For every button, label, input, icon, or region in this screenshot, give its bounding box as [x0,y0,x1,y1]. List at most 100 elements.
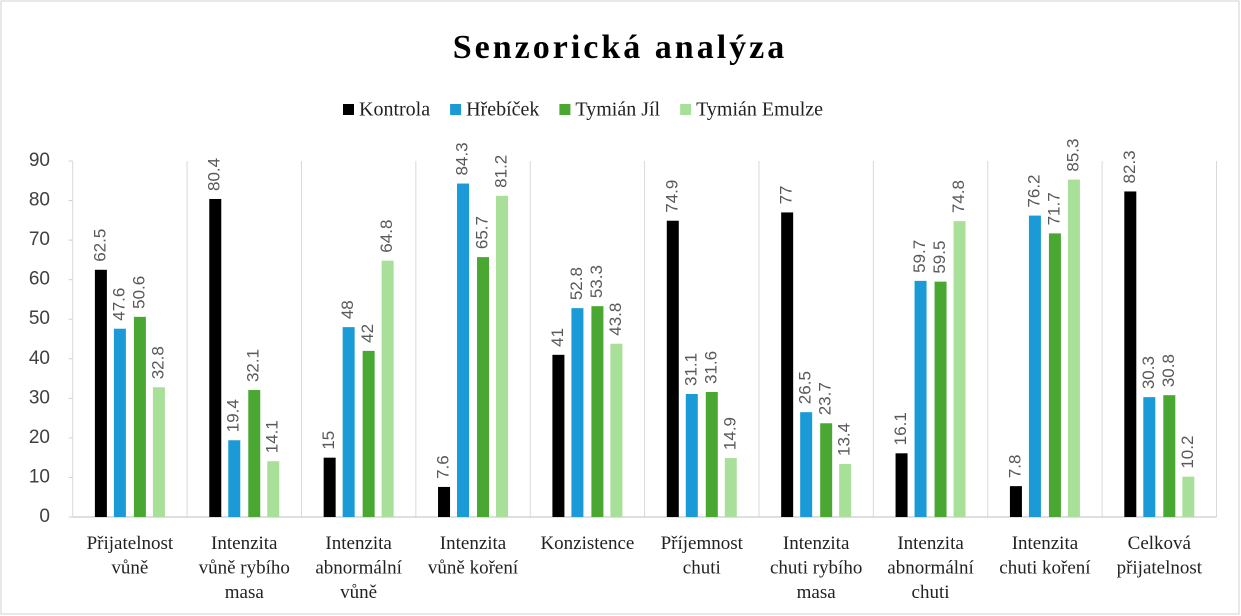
y-tick-label: 80 [29,190,50,211]
value-label: 31.6 [701,351,720,384]
value-label: 16.1 [891,412,910,445]
value-label: 14.9 [720,417,739,450]
value-label: 19.4 [224,399,243,432]
bar [591,306,604,517]
x-tick-label: Intenzita vůně rybího masa [199,533,290,603]
x-tick-label: Příjemnost chuti [661,533,744,579]
y-tick-label: 0 [39,506,50,527]
legend-label: Kontrola [359,99,430,121]
bar [248,390,261,517]
legend-label: Tymián Emulze [696,99,823,121]
bar [552,354,565,517]
bar [496,195,509,517]
value-label: 80.4 [205,158,224,191]
value-label: 65.7 [473,216,492,249]
bar [685,393,698,517]
y-tick-label: 60 [29,269,50,290]
value-label: 14.1 [263,420,282,453]
value-label: 7.6 [434,455,453,479]
legend-swatch [559,104,571,115]
bar [381,260,394,517]
value-label: 52.8 [567,267,586,300]
bar [839,463,852,517]
legend-label: Tymián Jíl [575,99,660,121]
value-label: 77 [777,186,796,205]
y-tick-label: 20 [29,427,50,448]
bar [914,280,927,517]
bar [895,453,908,517]
y-tick-label: 70 [29,229,50,250]
x-tick-label: Intenzita vůně koření [428,533,519,579]
value-label: 42 [358,324,377,343]
x-tick-label: Konzistence [540,533,634,554]
value-label: 43.8 [606,303,625,336]
x-tick-label: Celková přijatelnost [1117,533,1203,579]
value-label: 71.7 [1044,192,1063,225]
bar [781,212,794,517]
value-label: 81.2 [492,155,511,188]
y-tick-label: 40 [29,348,50,369]
bar [209,198,222,517]
legend-swatch [680,104,692,115]
legend-swatch [450,104,462,115]
x-tick-label: Intenzita chuti koření [999,533,1091,579]
value-label: 59.7 [910,240,929,273]
bar [934,281,947,517]
legend-label: Hřebíček [466,99,539,121]
value-label: 62.5 [90,229,109,262]
x-tick-label: Intenzita chuti rybího masa [770,533,862,603]
value-label: 74.8 [949,180,968,213]
x-tick-label: Přijatelnost vůně [87,533,174,579]
value-label: 59.5 [930,241,949,274]
value-label: 13.4 [835,423,854,456]
value-label: 30.8 [1159,354,1178,387]
value-label: 74.9 [662,180,681,213]
value-label: 10.2 [1178,436,1197,469]
value-label: 50.6 [129,276,148,309]
y-tick-label: 90 [29,150,50,171]
bar [1182,476,1195,517]
bar [362,350,375,517]
x-tick-label: Intenzita abnormální vůně [315,533,402,603]
bar [1163,395,1176,517]
bar [457,183,470,517]
value-label: 47.6 [109,288,128,321]
bar [323,457,336,517]
value-label: 76.2 [1024,174,1043,207]
bar [705,392,718,517]
bar [1067,179,1080,517]
bar [133,316,146,517]
bar [610,343,623,517]
bar [724,458,737,517]
value-label: 26.5 [796,371,815,404]
bar [1143,397,1156,517]
value-label: 23.7 [816,382,835,415]
bar [1124,191,1137,518]
bar [477,257,490,517]
y-tick-label: 30 [29,387,50,408]
bar [571,308,584,517]
bar [438,486,451,517]
value-label: 82.3 [1120,150,1139,183]
bar [800,412,813,517]
bar [666,220,679,517]
bar [342,327,355,517]
value-label: 31.1 [681,353,700,386]
value-label: 32.1 [244,349,263,382]
bar [94,269,107,517]
x-tick-label: Intenzita abnormální chuti [887,533,974,603]
bar [228,440,241,517]
bar [953,221,966,517]
value-label: 53.3 [587,265,606,298]
value-label: 85.3 [1063,138,1082,171]
value-label: 15 [319,431,338,450]
value-label: 48 [338,300,357,319]
value-label: 30.3 [1139,356,1158,389]
bar [1028,215,1041,517]
legend-swatch [343,104,354,115]
value-label: 41 [548,328,567,347]
chart-title: Senzorická analýza [453,29,787,66]
bar [152,387,165,517]
bar [820,423,833,517]
